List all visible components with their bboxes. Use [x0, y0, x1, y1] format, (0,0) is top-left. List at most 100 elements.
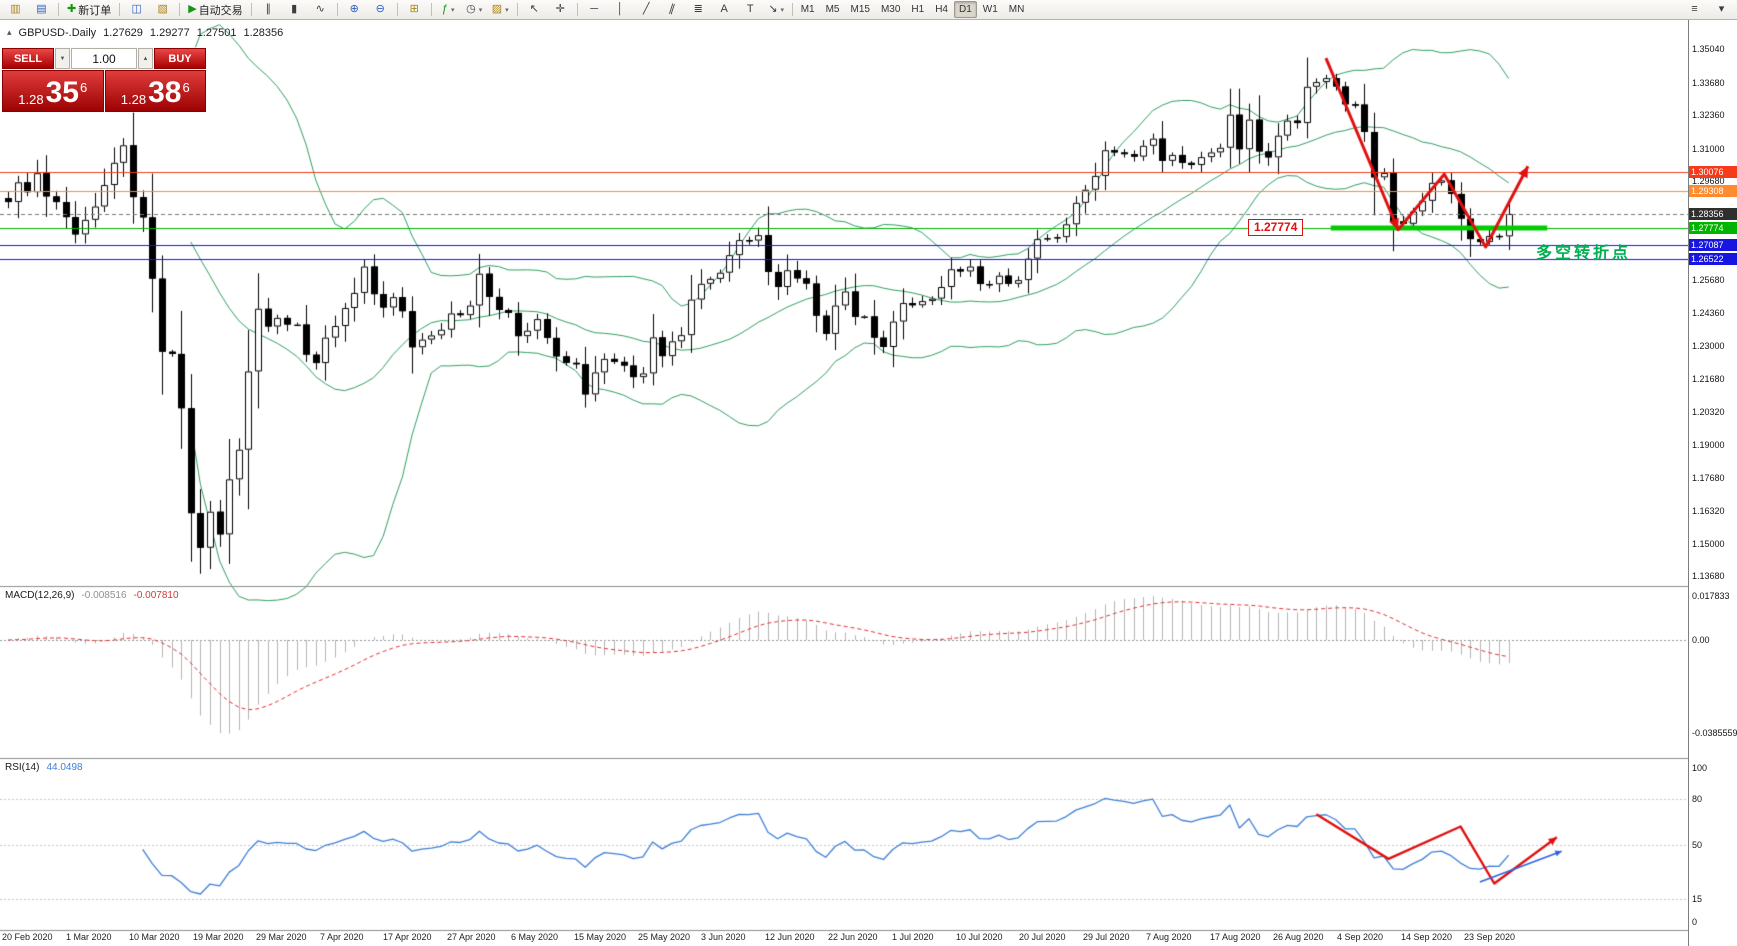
- bar-chart-mode-icon: ∥: [265, 3, 271, 15]
- toolbar-separator: [336, 3, 338, 16]
- chart-header: ▴ GBPUSD-.Daily 1.27629 1.29277 1.27501 …: [7, 27, 283, 39]
- open-chart-icon: ◫: [131, 3, 142, 15]
- timeframe-D1[interactable]: D1: [954, 1, 977, 18]
- macd-axis-label: 0.00: [1692, 635, 1710, 645]
- chart-canvas[interactable]: [0, 20, 1688, 946]
- time-axis-label: 14 Sep 2020: [1401, 932, 1453, 942]
- timeframe-M1[interactable]: M1: [800, 4, 815, 15]
- macd-indicator-label: MACD(12,26,9) -0.008516 -0.007810: [5, 590, 179, 601]
- arrows-tool-button[interactable]: ↘ ▾: [764, 1, 789, 19]
- templates-button[interactable]: ▨ ▾: [488, 1, 513, 19]
- window-list-icon: ≡: [1691, 3, 1698, 15]
- price-axis-label: 1.16320: [1692, 506, 1725, 516]
- profiles-button[interactable]: ▧: [150, 1, 175, 19]
- autotrading-icon: ▶: [188, 3, 197, 15]
- cursor-button[interactable]: ↖: [522, 1, 547, 19]
- label-tool-button[interactable]: T: [738, 1, 763, 19]
- line-chart-mode-button[interactable]: ∿: [308, 1, 333, 19]
- chart-list-icon: ▤: [36, 3, 47, 15]
- turning-point-annotation[interactable]: 多空转折点: [1536, 245, 1632, 262]
- line-chart-mode-icon: ∿: [315, 3, 325, 15]
- indicators-icon: ƒ: [441, 3, 448, 15]
- templates-icon: ▨: [491, 3, 503, 15]
- price-line-badge: 1.26522: [1689, 253, 1737, 265]
- autotrading-button[interactable]: ▶ 自动交易: [184, 1, 246, 19]
- text-tool-button[interactable]: A: [712, 1, 737, 19]
- timeframe-H4[interactable]: H4: [935, 4, 948, 15]
- more-options-button[interactable]: ▾: [1709, 1, 1734, 19]
- zoom-in-button[interactable]: ⊕: [342, 1, 367, 19]
- profiles-icon: ▧: [157, 3, 168, 15]
- fibonacci-tool-icon: ≣: [693, 3, 703, 15]
- more-options-icon: ▾: [1718, 3, 1725, 15]
- charts-window-icon: ▥: [10, 3, 21, 15]
- time-axis-label: 3 Jun 2020: [701, 932, 746, 942]
- price-axis-label: 1.33680: [1692, 78, 1725, 88]
- timeframe-H1[interactable]: H1: [911, 4, 925, 15]
- buy-price-box[interactable]: 1.28 38 6: [104, 70, 206, 112]
- text-tool-icon: A: [720, 3, 728, 15]
- price-line-badge: 1.29308: [1689, 185, 1737, 197]
- price-line-badge: 1.28356: [1689, 208, 1737, 220]
- channel-tool-button[interactable]: ∥: [660, 1, 685, 19]
- time-axis-label: 10 Mar 2020: [129, 932, 180, 942]
- timeframe-W1[interactable]: W1: [982, 4, 998, 15]
- symbol-title: GBPUSD-.Daily: [18, 27, 97, 39]
- vertical-line-tool-button[interactable]: │: [608, 1, 633, 19]
- zoom-out-button[interactable]: ⊖: [368, 1, 393, 19]
- timeframe-M5[interactable]: M5: [825, 4, 840, 15]
- caret-down-icon: ▾: [505, 6, 509, 14]
- tile-windows-button[interactable]: ⊞: [402, 1, 427, 19]
- price-axis[interactable]: [1688, 20, 1737, 946]
- ohlc-low: 1.27501: [196, 27, 237, 39]
- timeframe-MN[interactable]: MN: [1008, 4, 1025, 15]
- buy-button[interactable]: BUY: [154, 48, 206, 69]
- toolbar-separator: [430, 3, 432, 16]
- ohlc-close: 1.28356: [243, 27, 284, 39]
- chart-list-button[interactable]: ▤: [29, 1, 54, 19]
- volume-input[interactable]: 1.00: [71, 48, 137, 69]
- indicators-button[interactable]: ƒ ▾: [436, 1, 461, 19]
- price-axis-label: 1.20320: [1692, 407, 1725, 417]
- trendline-tool-button[interactable]: ╱: [634, 1, 659, 19]
- crosshair-icon: ✛: [555, 3, 565, 15]
- price-axis-label: 1.15000: [1692, 539, 1725, 549]
- open-chart-button[interactable]: ◫: [124, 1, 149, 19]
- cursor-icon: ↖: [529, 3, 539, 15]
- candlestick-mode-button[interactable]: ▮: [282, 1, 307, 19]
- caret-down-icon: ▾: [450, 6, 455, 14]
- time-axis-label: 7 Aug 2020: [1146, 932, 1192, 942]
- rsi-axis-label: 80: [1692, 794, 1703, 804]
- support-price-label[interactable]: 1.27774: [1248, 219, 1304, 236]
- bid-price-pip: 6: [79, 80, 88, 95]
- timeframe-M15[interactable]: M15: [850, 4, 870, 15]
- timeframe-M30[interactable]: M30: [880, 4, 901, 15]
- collapse-icon[interactable]: ▴: [7, 27, 12, 37]
- toolbar-separator: [58, 3, 59, 16]
- time-axis-label: 25 May 2020: [638, 932, 691, 942]
- price-axis-label: 1.17680: [1692, 473, 1725, 483]
- toolbar-separator: [179, 3, 181, 16]
- toolbar-button-groups: ▥ ▤ ✚ 新订单 ◫ ▧ ▶ 自动交易 ∥ ▮ ∿ ⊕ ⊖ ⊞ ƒ ▾ ◷ ▾ ▨ ▾ ↖ ✛ ─ │ ╱ ∥ ≣ A T ↘ ▾: [3, 1, 789, 19]
- new-order-button[interactable]: ✚ 新订单: [63, 1, 115, 19]
- volume-increase-button[interactable]: ▲: [138, 48, 153, 69]
- charts-window-button[interactable]: ▥: [3, 1, 28, 19]
- crosshair-button[interactable]: ✛: [548, 1, 573, 19]
- toolbar-separator: [791, 3, 793, 16]
- periods-icon: ◷: [466, 3, 476, 15]
- price-axis-label: 1.32360: [1692, 110, 1725, 120]
- window-list-button[interactable]: ≡: [1682, 1, 1707, 19]
- volume-decrease-button[interactable]: ▼: [55, 48, 70, 69]
- bar-chart-mode-button[interactable]: ∥: [256, 1, 281, 19]
- sell-price-box[interactable]: 1.28 35 6: [2, 70, 104, 112]
- periods-button[interactable]: ◷ ▾: [462, 1, 487, 19]
- price-axis-label: 1.25680: [1692, 275, 1725, 285]
- sell-button[interactable]: SELL: [2, 48, 54, 69]
- horizontal-line-tool-button[interactable]: ─: [582, 1, 607, 19]
- toolbar: ▥ ▤ ✚ 新订单 ◫ ▧ ▶ 自动交易 ∥ ▮ ∿ ⊕ ⊖ ⊞ ƒ ▾ ◷ ▾ ▨ ▾ ↖ ✛ ─ │ ╱ ∥ ≣ A T ↘ ▾ M1 M…: [0, 0, 1737, 20]
- price-axis-label: 1.21680: [1692, 374, 1725, 384]
- trendline-tool-icon: ╱: [642, 3, 650, 15]
- rsi-axis-label: 50: [1692, 840, 1703, 850]
- fibonacci-tool-button[interactable]: ≣: [686, 1, 711, 19]
